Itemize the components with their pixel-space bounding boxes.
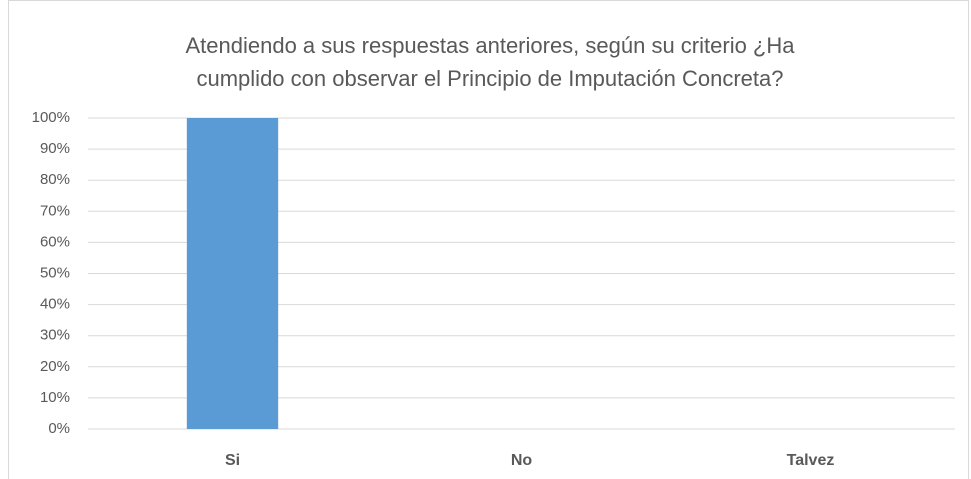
chart-title: cumplido con observar el Principio de Im… bbox=[197, 66, 784, 91]
y-tick-label: 70% bbox=[40, 202, 70, 219]
y-tick-label: 20% bbox=[40, 358, 70, 375]
chart-title: Atendiendo a sus respuestas anteriores, … bbox=[186, 33, 796, 58]
y-tick-label: 80% bbox=[40, 171, 70, 188]
y-tick-label: 90% bbox=[40, 140, 70, 157]
y-tick-label: 40% bbox=[40, 296, 70, 313]
bar bbox=[186, 118, 279, 429]
y-tick-label: 10% bbox=[40, 389, 70, 406]
chart-border bbox=[8, 0, 969, 479]
y-tick-label: 50% bbox=[40, 264, 70, 281]
x-tick-label: Si bbox=[225, 452, 240, 469]
y-tick-label: 30% bbox=[40, 327, 70, 344]
y-tick-label: 0% bbox=[48, 420, 70, 437]
y-tick-label: 60% bbox=[40, 233, 70, 250]
y-tick-label: 100% bbox=[32, 109, 70, 126]
x-tick-label: Talvez bbox=[787, 452, 835, 469]
x-tick-label: No bbox=[511, 452, 533, 469]
